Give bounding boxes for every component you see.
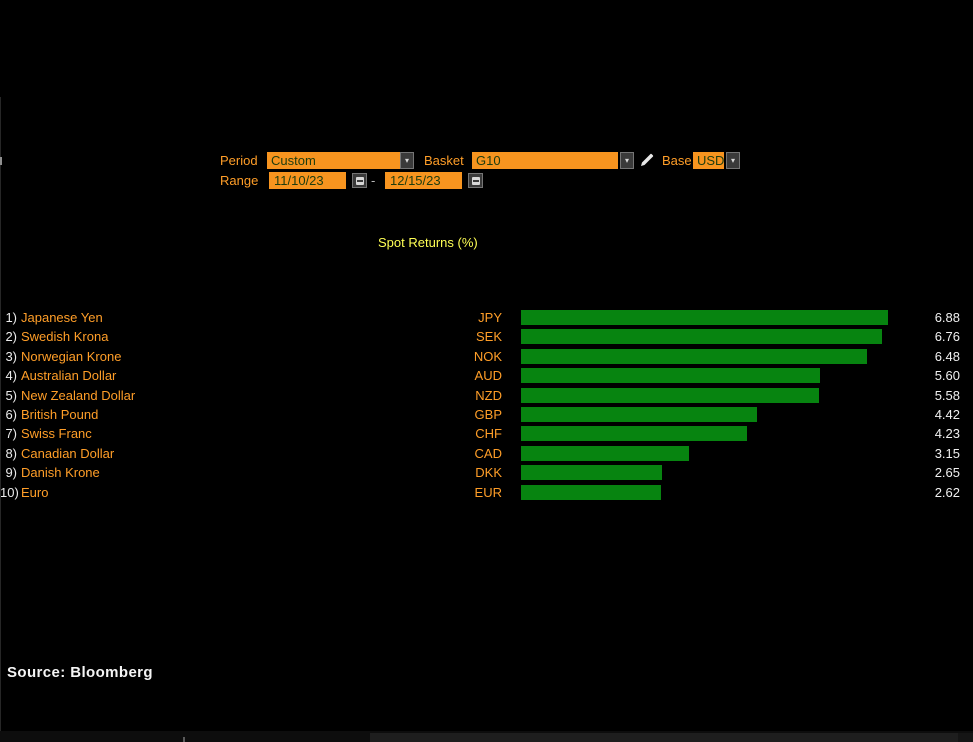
calendar-icon (471, 176, 480, 185)
row-number[interactable]: 6) (5, 407, 17, 422)
return-bar[interactable] (521, 388, 819, 403)
source-attribution: Source: Bloomberg (7, 664, 153, 681)
edit-basket-button[interactable] (639, 152, 655, 168)
row-number[interactable]: 7) (5, 426, 17, 441)
return-bar[interactable] (521, 310, 888, 325)
return-bar[interactable] (521, 485, 661, 500)
currency-code: SEK (475, 329, 502, 344)
calendar-icon (355, 176, 364, 185)
row-number[interactable]: 10) (0, 485, 19, 500)
currency-code: CAD (474, 446, 502, 461)
bar-value: 4.23 (934, 426, 960, 441)
chart-title: Spot Returns (%) (378, 235, 478, 250)
table-row: 1) Japanese Yen JPY 6.88 (0, 308, 973, 327)
currency-name[interactable]: Swiss Franc (21, 426, 92, 441)
range-label: Range (220, 173, 259, 188)
row-number[interactable]: 1) (5, 310, 17, 325)
currency-code: EUR (474, 485, 502, 500)
range-separator: - (371, 173, 376, 188)
currency-code: GBP (474, 407, 502, 422)
left-edge-divider (0, 97, 1, 742)
basket-dropdown-arrow-icon[interactable]: ▾ (620, 152, 634, 169)
bar-value: 4.42 (934, 407, 960, 422)
currency-name[interactable]: Japanese Yen (21, 310, 103, 325)
row-number[interactable]: 9) (5, 465, 17, 480)
table-row: 5) New Zealand Dollar NZD 5.58 (0, 386, 973, 405)
currency-code: NZD (475, 388, 502, 403)
currency-name[interactable]: British Pound (21, 407, 99, 422)
range-start-calendar-button[interactable] (352, 173, 367, 188)
currency-code: DKK (475, 465, 502, 480)
bar-value: 2.62 (934, 485, 960, 500)
base-dropdown-arrow-icon[interactable]: ▾ (726, 152, 740, 169)
table-row: 7) Swiss Franc CHF 4.23 (0, 424, 973, 443)
table-row: 6) British Pound GBP 4.42 (0, 405, 973, 424)
currency-name[interactable]: Australian Dollar (21, 368, 117, 383)
period-label: Period (220, 153, 258, 168)
return-bar[interactable] (521, 446, 689, 461)
return-bar[interactable] (521, 349, 867, 364)
period-dropdown-arrow-icon[interactable]: ▾ (400, 152, 414, 169)
return-bar[interactable] (521, 426, 747, 441)
bar-value: 6.48 (934, 349, 960, 364)
basket-dropdown[interactable]: G10 (472, 152, 618, 169)
table-row: 3) Norwegian Krone NOK 6.48 (0, 347, 973, 366)
currency-name[interactable]: Euro (21, 485, 49, 500)
row-number[interactable]: 8) (5, 446, 17, 461)
return-bar[interactable] (521, 329, 882, 344)
currency-code: NOK (473, 349, 502, 364)
currency-name[interactable]: Swedish Krona (21, 329, 109, 344)
scrollbar-tick (183, 737, 185, 742)
row-number[interactable]: 2) (5, 329, 17, 344)
currency-name[interactable]: Canadian Dollar (21, 446, 115, 461)
currency-name[interactable]: New Zealand Dollar (21, 388, 136, 403)
bar-value: 2.65 (934, 465, 960, 480)
table-row: 2) Swedish Krona SEK 6.76 (0, 327, 973, 346)
range-end-calendar-button[interactable] (468, 173, 483, 188)
table-row: 10) Euro EUR 2.62 (0, 483, 973, 502)
basket-label: Basket (424, 153, 464, 168)
row-number[interactable]: 5) (5, 388, 17, 403)
currency-name[interactable]: Danish Krone (21, 465, 100, 480)
currency-code: AUD (474, 368, 502, 383)
scrollbar-end-cap (958, 733, 973, 742)
bar-value: 6.88 (934, 310, 960, 325)
return-bar[interactable] (521, 407, 757, 422)
bar-value: 5.58 (934, 388, 960, 403)
return-bar[interactable] (521, 368, 820, 383)
table-row: 4) Australian Dollar AUD 5.60 (0, 366, 973, 385)
bar-value: 5.60 (934, 368, 960, 383)
base-label: Base (662, 153, 692, 168)
range-end-input[interactable] (385, 172, 462, 189)
bar-value: 6.76 (934, 329, 960, 344)
pencil-icon (641, 153, 654, 166)
return-bar[interactable] (521, 465, 662, 480)
horizontal-scrollbar-thumb[interactable] (370, 733, 958, 742)
base-dropdown[interactable]: USD (693, 152, 724, 169)
currency-name[interactable]: Norwegian Krone (21, 349, 122, 364)
left-scrollbar-thumb[interactable] (0, 157, 2, 165)
period-dropdown[interactable]: Custom (267, 152, 400, 169)
table-row: 9) Danish Krone DKK 2.65 (0, 463, 973, 482)
range-start-input[interactable] (269, 172, 346, 189)
row-number[interactable]: 3) (5, 349, 17, 364)
bar-value: 3.15 (934, 446, 960, 461)
row-number[interactable]: 4) (5, 368, 17, 383)
currency-code: CHF (475, 426, 502, 441)
table-row: 8) Canadian Dollar CAD 3.15 (0, 444, 973, 463)
currency-code: JPY (478, 310, 502, 325)
